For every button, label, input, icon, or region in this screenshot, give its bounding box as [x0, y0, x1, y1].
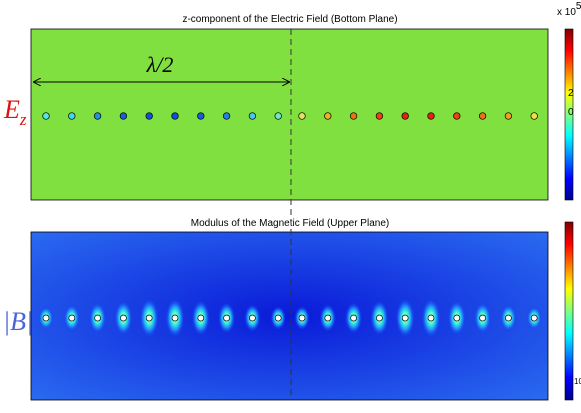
- colorbar-tick: 0: [568, 107, 574, 118]
- ez-label: Ez: [3, 95, 27, 129]
- wire-dot: [324, 112, 332, 120]
- wire-dot: [145, 112, 153, 120]
- wire-dot: [94, 314, 101, 322]
- wire-dot: [68, 112, 76, 120]
- wire-dot: [145, 314, 153, 322]
- wire-dot: [479, 314, 486, 322]
- wire-dot: [401, 112, 409, 120]
- wire-dot: [427, 314, 435, 322]
- wire-dot: [249, 314, 256, 322]
- exponent: 5: [576, 1, 581, 12]
- top-title: z-component of the Electric Field (Botto…: [182, 14, 397, 25]
- wire-dot: [42, 112, 50, 120]
- top-field: [30, 28, 549, 201]
- top-colorbar: [564, 28, 574, 201]
- wire-dot: [93, 112, 102, 120]
- wire-dot: [171, 112, 179, 120]
- wire-dot: [222, 112, 231, 120]
- ez-main: E: [3, 95, 20, 124]
- wire-dot: [274, 112, 282, 120]
- wire-dot: [504, 112, 513, 120]
- colorbar-tick: 2: [568, 88, 574, 99]
- wire-dot: [401, 314, 409, 322]
- wire-dot: [350, 314, 357, 322]
- wire-dot: [197, 112, 205, 120]
- bottom-colorbar: [564, 221, 574, 401]
- wire-dot: [68, 314, 76, 322]
- wire-dot: [427, 112, 435, 120]
- wire-dot: [120, 314, 127, 322]
- bottom-title: Modulus of the Magnetic Field (Upper Pla…: [191, 218, 389, 229]
- wire-dot: [42, 314, 50, 322]
- annotation: λ/2: [146, 52, 174, 77]
- wire-dot: [478, 112, 487, 120]
- wire-dot: [298, 112, 306, 120]
- wire-dot: [505, 314, 512, 322]
- wire-dot: [298, 314, 306, 322]
- colorbar-multiplier: x 105: [557, 1, 581, 18]
- wire-dot: [119, 112, 128, 120]
- wire-dot: [197, 314, 205, 322]
- bottom-field: [30, 231, 549, 401]
- wire-dot: [171, 314, 179, 322]
- wire-dot: [223, 314, 230, 322]
- wire-dot: [530, 314, 538, 322]
- wire-dot: [324, 314, 332, 322]
- ez-sub: z: [19, 110, 27, 129]
- wire-dot: [376, 314, 383, 322]
- wire-dot: [530, 112, 538, 120]
- wire-dot: [453, 314, 461, 322]
- wire-dot: [274, 314, 282, 322]
- colorbar-tick: 10: [574, 377, 581, 386]
- b-label: |B|: [3, 307, 33, 336]
- wire-dot: [453, 112, 461, 120]
- wire-dot: [349, 112, 358, 120]
- wire-dot: [248, 112, 257, 120]
- wire-dot: [375, 112, 384, 120]
- multiplier: x 10: [557, 7, 576, 18]
